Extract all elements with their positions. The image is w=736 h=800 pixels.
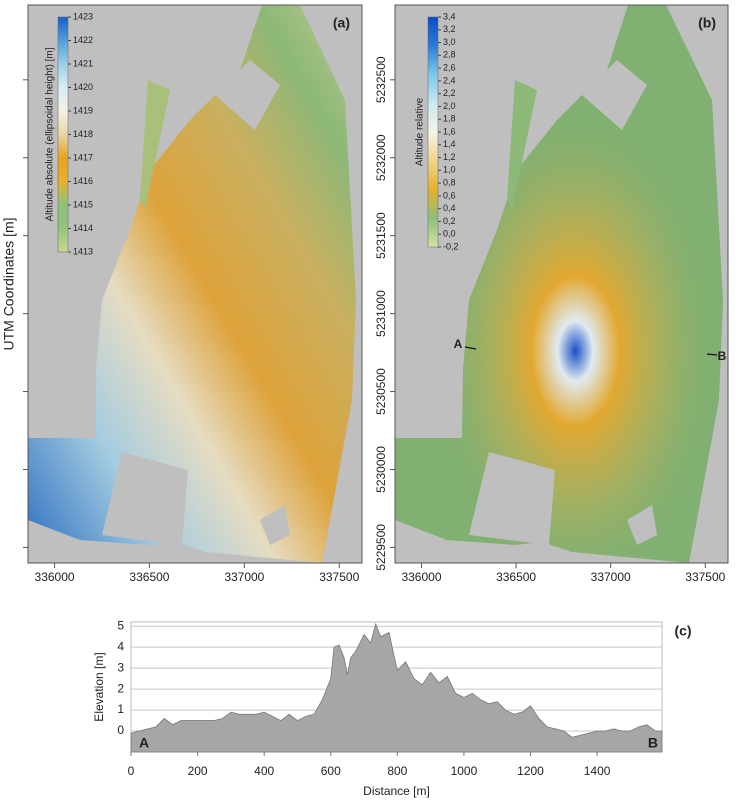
y-tick-label: 5232500 — [374, 56, 388, 103]
colorbar-tick-label: 1,6 — [443, 126, 456, 136]
colorbar-tick-label: 3,2 — [443, 24, 456, 34]
terrain-image — [28, 5, 356, 563]
gap — [469, 452, 555, 545]
y-tick-label: 5230000 — [374, 446, 388, 493]
profile-marker — [464, 346, 477, 350]
gap — [260, 505, 290, 545]
gap — [582, 60, 647, 130]
y-tick-label: 4 — [117, 639, 124, 653]
colorbar-title: Altitude relative — [415, 97, 426, 166]
x-tick-label: 1400 — [584, 764, 611, 778]
terrain-strip — [140, 80, 170, 210]
colorbar-tick-label: 1,0 — [443, 165, 456, 175]
y-tick-label: 5 — [117, 618, 124, 632]
elevation-area — [130, 622, 663, 753]
colorbar — [57, 16, 69, 253]
colorbar-tick-label: 1,2 — [443, 152, 456, 162]
gap — [627, 505, 657, 545]
x-tick-label: 337000 — [591, 570, 631, 584]
x-tick-label: 600 — [321, 764, 341, 778]
y-tick-label: 5232000 — [374, 134, 388, 181]
colorbar — [427, 16, 439, 248]
colorbar-tick-label: 2,6 — [443, 62, 456, 72]
map-frame — [27, 4, 363, 564]
profile-marker — [706, 353, 718, 356]
y-tick-label: 3 — [117, 660, 124, 674]
gap — [215, 60, 280, 130]
x-tick-label: 336000 — [401, 570, 441, 584]
panel-label: (b) — [698, 15, 716, 31]
y-tick-label: 5229500 — [374, 524, 388, 571]
y-axis-title: UTM Coordinates [m] — [1, 217, 17, 350]
panel-label: (c) — [674, 623, 691, 639]
colorbar-tick-label: 1416 — [73, 176, 93, 186]
colorbar-tick-label: 2,4 — [443, 75, 456, 85]
panel-label: (a) — [333, 15, 350, 31]
x-tick-label: 337500 — [319, 570, 359, 584]
x-tick-label: 1200 — [517, 764, 544, 778]
colorbar-tick-label: 1,8 — [443, 114, 456, 124]
x-tick-label: 336000 — [35, 570, 75, 584]
colorbar-tick-label: 1415 — [73, 199, 93, 209]
profile-end-label: A — [454, 337, 463, 351]
colorbar-tick-label: 1418 — [73, 129, 93, 139]
y-tick-label: 2 — [117, 681, 124, 695]
colorbar-tick-label: 1419 — [73, 105, 93, 115]
profile-end-label: B — [718, 349, 727, 363]
x-tick-label: 336500 — [496, 570, 536, 584]
colorbar-tick-label: 3,4 — [443, 11, 456, 21]
x-tick-label: 800 — [387, 764, 407, 778]
y-axis-title: Elevation [m] — [92, 652, 106, 721]
x-tick-label: 1000 — [451, 764, 478, 778]
x-tick-label: 0 — [128, 764, 135, 778]
profile-end-label: A — [139, 735, 149, 751]
map-frame — [394, 4, 729, 564]
colorbar-tick-label: 1414 — [73, 223, 93, 233]
y-tick-label: 5231500 — [374, 212, 388, 259]
colorbar-tick-label: 1,4 — [443, 139, 456, 149]
colorbar-title: Altitude absolute (ellipsoidal height) [… — [45, 47, 56, 221]
y-tick-label: 5231000 — [374, 290, 388, 337]
colorbar-tick-label: 1422 — [73, 35, 93, 45]
colorbar-tick-label: 0,0 — [443, 229, 456, 239]
colorbar-tick-label: 0,2 — [443, 216, 456, 226]
x-tick-label: 400 — [254, 764, 274, 778]
colorbar-tick-label: 1423 — [73, 11, 93, 21]
colorbar-tick-label: 1420 — [73, 82, 93, 92]
colorbar-tick-label: 1421 — [73, 58, 93, 68]
colorbar-tick-label: 0,8 — [443, 177, 456, 187]
x-tick-label: 200 — [188, 764, 208, 778]
colorbar-tick-label: 2,8 — [443, 50, 456, 60]
colorbar-tick-label: 2,0 — [443, 101, 456, 111]
colorbar-tick-label: -0,2 — [443, 241, 459, 251]
x-tick-label: 337500 — [685, 570, 725, 584]
terrain-overlay — [395, 5, 723, 563]
gap — [102, 452, 188, 545]
colorbar-tick-label: 3,0 — [443, 37, 456, 47]
colorbar-tick-label: 1413 — [73, 246, 93, 256]
colorbar-tick-label: 0,4 — [443, 203, 456, 213]
x-axis-title: Distance [m] — [363, 784, 430, 798]
y-tick-label: 5230500 — [374, 368, 388, 415]
colorbar-tick-label: 1417 — [73, 152, 93, 162]
y-tick-label: 1 — [117, 702, 124, 716]
profile-end-label: B — [648, 735, 658, 751]
y-tick-label: 0 — [117, 723, 124, 737]
x-tick-label: 336500 — [129, 570, 169, 584]
x-tick-label: 337000 — [224, 570, 264, 584]
terrain-strip — [507, 80, 537, 210]
colorbar-tick-label: 0,6 — [443, 190, 456, 200]
colorbar-tick-label: 2,2 — [443, 88, 456, 98]
